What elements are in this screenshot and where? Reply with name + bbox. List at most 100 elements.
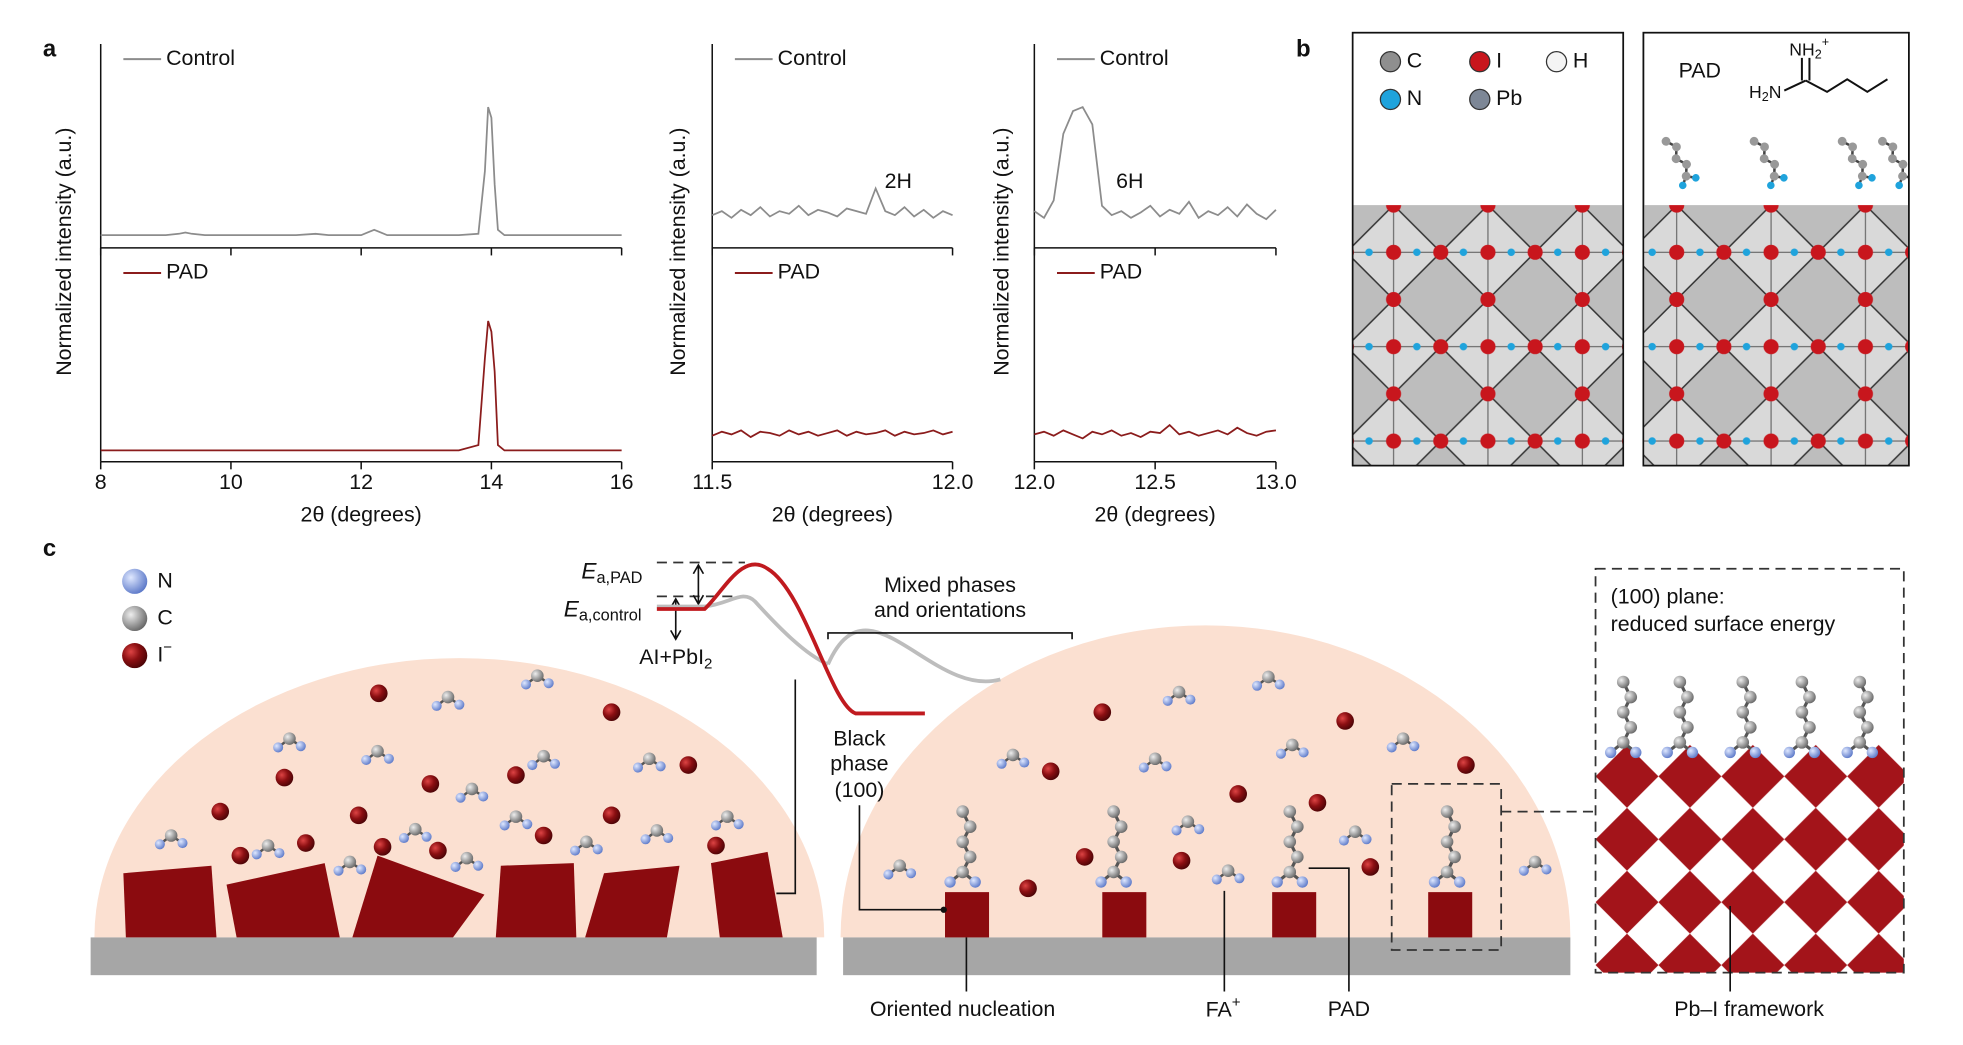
formula-part: 2	[1815, 48, 1822, 62]
decoration	[123, 851, 1473, 938]
formula: NH2+	[1789, 35, 1829, 62]
decoration	[352, 855, 485, 938]
decoration	[585, 865, 680, 938]
annotation: 6H	[1116, 169, 1143, 193]
black-label: (100)	[834, 778, 884, 802]
x-tick-label: 12.5	[1134, 470, 1176, 494]
decoration	[349, 806, 368, 825]
label-part: 2	[704, 655, 712, 672]
decoration	[1643, 205, 1909, 466]
decoration	[858, 805, 944, 911]
formula-part: N	[1769, 82, 1782, 102]
decoration	[1457, 756, 1475, 774]
decoration	[495, 863, 577, 938]
panel-label: b	[1296, 36, 1311, 63]
decoration	[296, 834, 315, 852]
label-part: AI+PbI	[639, 645, 704, 669]
label-part: E	[581, 559, 597, 584]
caption-label: Pb–I framework	[1674, 997, 1824, 1021]
x-axis-title: 2θ (degrees)	[301, 503, 422, 527]
legend-label: Control	[778, 46, 847, 70]
label-part: N	[157, 568, 172, 592]
formula-part: 2	[1762, 90, 1769, 104]
legend-label: C	[1407, 48, 1422, 72]
x-tick-label: 14	[480, 470, 504, 494]
panel-label: c	[43, 535, 56, 562]
plane-label: (100) plane:	[1611, 584, 1725, 608]
decoration	[827, 632, 1073, 640]
caption-label: FA+	[1206, 994, 1241, 1021]
legend-label: PAD	[778, 260, 820, 284]
legend-label: H	[1573, 48, 1588, 72]
decoration	[1352, 205, 1624, 466]
legend-label: PAD	[166, 260, 208, 284]
decoration	[507, 766, 525, 784]
decoration	[1102, 892, 1147, 938]
legend: NCI−	[122, 568, 173, 669]
decoration	[602, 703, 621, 721]
decoration	[369, 684, 388, 703]
decoration	[226, 863, 340, 938]
label-part: +	[1232, 994, 1241, 1011]
x-tick-label: 12	[349, 470, 373, 494]
decoration	[1172, 851, 1191, 870]
decoration	[373, 838, 392, 856]
x-tick-label: 12.0	[932, 470, 974, 494]
legend-label: PAD	[1100, 260, 1142, 284]
decoration	[1594, 567, 1905, 974]
decoration	[840, 625, 1571, 938]
black-label: phase	[830, 752, 888, 776]
y-axis-title: Normalized intensity (a.u.)	[990, 128, 1014, 376]
decoration	[1308, 793, 1327, 812]
data-line	[711, 186, 953, 219]
data-line	[1034, 423, 1277, 440]
formula-part: +	[1822, 35, 1829, 49]
legend-label: Pb	[1496, 86, 1522, 110]
decoration	[153, 668, 1553, 898]
label-part: a,control	[579, 607, 642, 625]
legend-label: N	[157, 568, 172, 592]
decoration	[602, 806, 621, 825]
x-axis-title: 2θ (degrees)	[772, 503, 893, 527]
reactant-label: AI+PbI2	[639, 645, 712, 673]
decoration	[826, 628, 1001, 684]
decoration	[1642, 31, 1910, 467]
decoration	[1783, 57, 1888, 94]
formula: H2N	[1749, 82, 1781, 105]
caption-label: Oriented nucleation	[870, 997, 1055, 1021]
decoration	[707, 836, 725, 855]
decoration	[421, 775, 440, 793]
data-line	[100, 106, 622, 237]
caption-label: PAD	[1328, 997, 1370, 1021]
black-label: Black	[833, 727, 886, 751]
label-part: a,PAD	[596, 569, 642, 587]
decoration	[1272, 892, 1317, 938]
mixed-label: and orientations	[874, 598, 1026, 622]
legend-swatch	[122, 568, 148, 594]
x-tick-label: 12.0	[1014, 470, 1056, 494]
x-axis-title: 2θ (degrees)	[1095, 503, 1216, 527]
mixed-label: Mixed phases	[884, 573, 1016, 597]
legend-swatch	[1379, 88, 1402, 111]
decoration	[123, 865, 217, 938]
decoration	[1019, 879, 1037, 898]
label-part: E	[564, 596, 580, 621]
x-tick-label: 16	[610, 470, 634, 494]
legend-label: I	[1496, 48, 1502, 72]
decoration	[1390, 783, 1503, 951]
formula-part: H	[1749, 82, 1762, 102]
energy-label: Ea,PAD	[581, 559, 642, 588]
decoration	[534, 826, 553, 845]
decoration	[656, 562, 925, 716]
label-part: C	[157, 605, 172, 629]
decoration	[940, 906, 947, 913]
y-axis-title: Normalized intensity (a.u.)	[52, 128, 76, 376]
legend-swatch	[122, 605, 148, 632]
decoration	[429, 841, 447, 860]
molecule-label: PAD	[1679, 58, 1721, 82]
panel-label: a	[43, 36, 57, 63]
decoration	[656, 594, 829, 667]
decoration	[1041, 762, 1060, 781]
decoration	[211, 802, 230, 821]
